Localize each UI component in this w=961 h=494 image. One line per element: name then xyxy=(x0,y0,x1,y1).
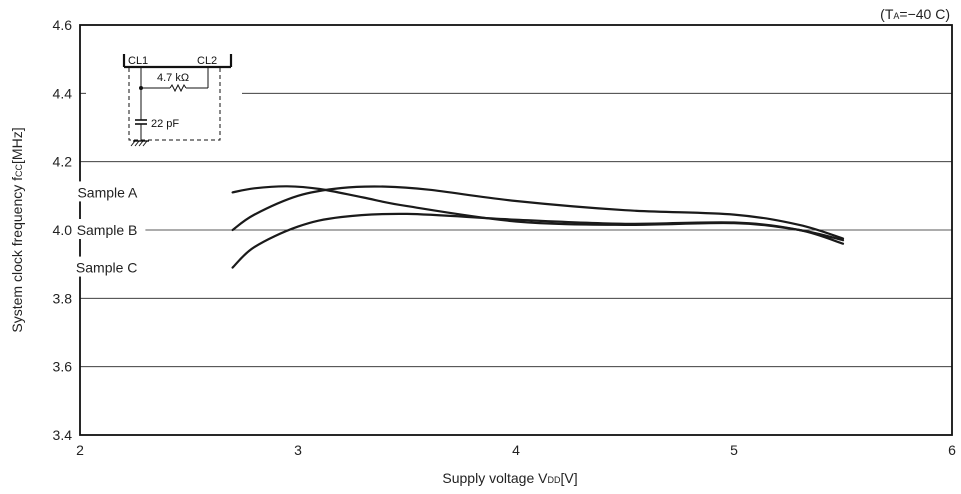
series-line-sample-c xyxy=(231,212,845,269)
series-label-background xyxy=(75,256,146,277)
resistor-icon xyxy=(169,83,187,93)
series-labels: Sample A Sample B Sample C xyxy=(75,181,146,277)
y-tick-label: 4.0 xyxy=(53,222,73,238)
x-axis-label: Supply voltage VDD[V] xyxy=(442,470,577,486)
ground-icon xyxy=(130,140,149,147)
x-tick-label: 5 xyxy=(730,442,738,458)
inset-background xyxy=(86,40,242,148)
series-line-sample-b xyxy=(231,185,845,240)
pin-cl2-label: CL2 xyxy=(197,55,217,67)
x-tick-label: 6 xyxy=(948,442,956,458)
resistor-label: 4.7 kΩ xyxy=(157,72,189,84)
series-line-sample-a xyxy=(231,185,845,242)
x-tick-label: 4 xyxy=(512,442,520,458)
series-curves xyxy=(231,185,845,269)
y-tick-label: 3.8 xyxy=(53,290,73,306)
inset-circuit: CL1 CL2 4.7 kΩ 22 pF xyxy=(86,40,242,148)
y-tick-label: 3.4 xyxy=(53,427,73,443)
series-label-background xyxy=(75,219,146,239)
series-label: Sample B xyxy=(77,222,138,238)
y-tick-label: 3.6 xyxy=(53,359,73,375)
pin-cl1-label: CL1 xyxy=(128,55,148,67)
tick-labels: 3.4 3.6 3.8 4.0 4.2 4.4 4.6 2 3 4 5 6 xyxy=(53,17,957,458)
capacitor-label: 22 pF xyxy=(151,118,179,130)
y-tick-label: 4.4 xyxy=(53,85,73,101)
series-label: Sample A xyxy=(77,184,138,200)
dashed-enclosure xyxy=(128,68,221,141)
y-tick-label: 4.6 xyxy=(53,17,73,33)
series-label-background xyxy=(75,181,146,202)
y-axis-label: System clock frequency fCC[MHz] xyxy=(9,127,25,332)
x-tick-label: 3 xyxy=(294,442,302,458)
series-label: Sample C xyxy=(76,260,137,276)
x-tick-label: 2 xyxy=(76,442,84,458)
condition-label: (TA=−40 C) xyxy=(880,6,950,22)
y-tick-label: 4.2 xyxy=(53,154,73,170)
